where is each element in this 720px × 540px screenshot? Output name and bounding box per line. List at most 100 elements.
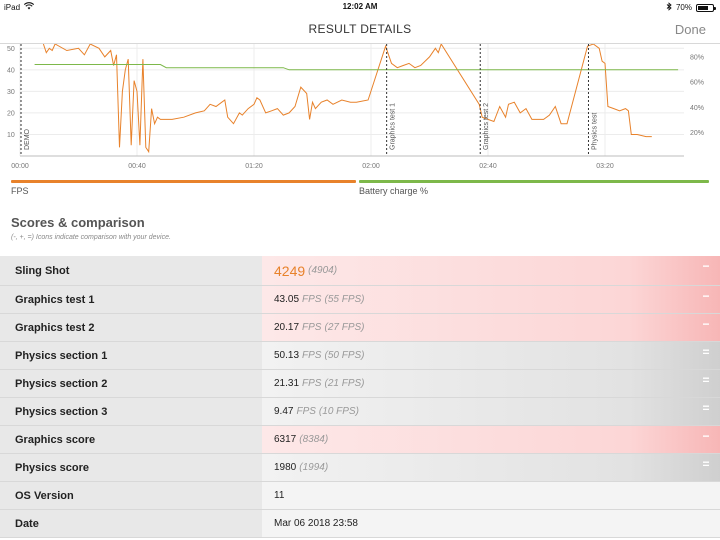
score-reference: (4904) (308, 265, 338, 276)
equal-icon: = (702, 401, 710, 415)
score-row: Graphics test 2 20.17 FPS (27 FPS) − (0, 314, 720, 342)
minus-icon: − (702, 429, 710, 443)
score-value-cell: 6317 (8384) − (262, 426, 720, 453)
scores-subtitle: (-, +, =) Icons indicate comparison with… (11, 234, 171, 241)
y-tick-label: 20 (7, 110, 15, 117)
equal-icon: = (702, 345, 710, 359)
score-value-cell: 20.17 FPS (27 FPS) − (262, 314, 720, 341)
score-value-cell: 1980 (1994) = (262, 454, 720, 481)
score-value-cell: Mar 06 2018 23:58 (262, 510, 720, 537)
series-line (42, 44, 652, 154)
battery-icon (696, 3, 716, 12)
minus-icon: − (702, 289, 710, 303)
y-tick-label: 40 (7, 67, 15, 74)
segment-marker-label: Graphics test 1 (390, 103, 397, 150)
score-value: 4249 (274, 262, 306, 279)
score-value-cell: 21.31 FPS (21 FPS) = (262, 370, 720, 397)
bluetooth-icon (666, 2, 672, 13)
score-unit: FPS (302, 294, 322, 305)
score-value-cell: 11 (262, 482, 720, 509)
score-reference: (10 FPS) (318, 406, 359, 417)
score-row: Physics section 1 50.13 FPS (50 FPS) = (0, 342, 720, 370)
score-label: Graphics test 1 (0, 286, 262, 313)
y-tick-label: 30 (7, 89, 15, 96)
score-reference: (1994) (299, 462, 329, 473)
score-unit: FPS (302, 378, 322, 389)
done-button[interactable]: Done (674, 22, 706, 37)
x-tick-label: 02:00 (362, 163, 380, 170)
nav-bar: RESULT DETAILS Done (0, 14, 720, 44)
x-tick-label: 02:40 (479, 163, 497, 170)
score-value-cell: 4249 (4904) − (262, 256, 720, 285)
y-right-tick-label: 60% (690, 80, 704, 87)
y-right-tick-label: 20% (690, 130, 704, 137)
battery-percent: 70% (675, 3, 692, 12)
score-label: Graphics test 2 (0, 314, 262, 341)
chart-svg: 10 20 30 40 50 20% 40% 60% 80% 00:00 00:40 01:20 02:… (7, 44, 704, 170)
equal-icon: = (702, 457, 710, 471)
battery-fill (698, 5, 708, 10)
score-label: Date (0, 510, 262, 537)
score-row: OS Version 11 (0, 482, 720, 510)
segment-marker-label: Graphics test 2 (483, 103, 490, 150)
score-label: Physics section 2 (0, 370, 262, 397)
segment-marker-label: Physics test (591, 113, 598, 150)
legend-battery: Battery charge % (359, 180, 709, 204)
status-bar: iPad 12:02 AM 70% (0, 0, 720, 14)
score-value: 43.05 (274, 294, 300, 305)
score-value-cell: 50.13 FPS (50 FPS) = (262, 342, 720, 369)
legend-fps-swatch (11, 180, 356, 183)
fps-battery-chart: 10 20 30 40 50 20% 40% 60% 80% 00:00 00:40 01:20 02:… (0, 44, 720, 176)
legend-fps: FPS (11, 180, 356, 204)
score-label: Physics score (0, 454, 262, 481)
score-row: Graphics score 6317 (8384) − (0, 426, 720, 454)
x-tick-label: 00:40 (128, 163, 146, 170)
device-name: iPad (4, 2, 21, 12)
score-value: Mar 06 2018 23:58 (274, 518, 358, 529)
wifi-icon (23, 2, 35, 12)
score-reference: (50 FPS) (324, 350, 365, 361)
legend-fps-label: FPS (11, 186, 29, 196)
score-reference: (55 FPS) (324, 294, 365, 305)
y-right-tick-label: 80% (690, 55, 704, 62)
score-label: Physics section 1 (0, 342, 262, 369)
legend-battery-label: Battery charge % (359, 186, 429, 196)
score-value-cell: 9.47 FPS (10 FPS) = (262, 398, 720, 425)
y-right-tick-label: 40% (690, 105, 704, 112)
score-row: Date Mar 06 2018 23:58 (0, 510, 720, 538)
minus-icon: − (702, 317, 710, 331)
x-tick-label: 00:00 (11, 163, 29, 170)
score-label: Graphics score (0, 426, 262, 453)
clock: 12:02 AM (342, 2, 378, 11)
score-row: Sling Shot 4249 (4904) − (0, 256, 720, 286)
score-reference: (8384) (299, 434, 329, 445)
score-value: 20.17 (274, 322, 300, 333)
score-unit: FPS (296, 406, 316, 417)
score-reference: (27 FPS) (324, 322, 365, 333)
score-row: Physics section 3 9.47 FPS (10 FPS) = (0, 398, 720, 426)
segment-marker-label: DEMO (24, 128, 31, 150)
score-value: 9.47 (274, 406, 294, 417)
score-value: 11 (274, 490, 285, 501)
y-tick-label: 10 (7, 132, 15, 139)
score-value: 21.31 (274, 378, 300, 389)
y-tick-label: 50 (7, 46, 15, 53)
score-row: Graphics test 1 43.05 FPS (55 FPS) − (0, 286, 720, 314)
score-unit: FPS (302, 350, 322, 361)
score-row: Physics score 1980 (1994) = (0, 454, 720, 482)
series-line (34, 64, 679, 71)
score-reference: (21 FPS) (324, 378, 365, 389)
score-value: 50.13 (274, 350, 300, 361)
score-value: 6317 (274, 434, 297, 445)
x-tick-label: 03:20 (596, 163, 614, 170)
minus-icon: − (702, 259, 710, 273)
equal-icon: = (702, 373, 710, 387)
score-value: 1980 (274, 462, 297, 473)
score-row: Physics section 2 21.31 FPS (21 FPS) = (0, 370, 720, 398)
page-title: RESULT DETAILS (308, 22, 412, 36)
x-tick-label: 01:20 (245, 163, 263, 170)
score-label: Sling Shot (0, 256, 262, 285)
legend-battery-swatch (359, 180, 709, 183)
scores-table: Sling Shot 4249 (4904) − Graphics test 1 43.0… (0, 256, 720, 538)
score-label: Physics section 3 (0, 398, 262, 425)
